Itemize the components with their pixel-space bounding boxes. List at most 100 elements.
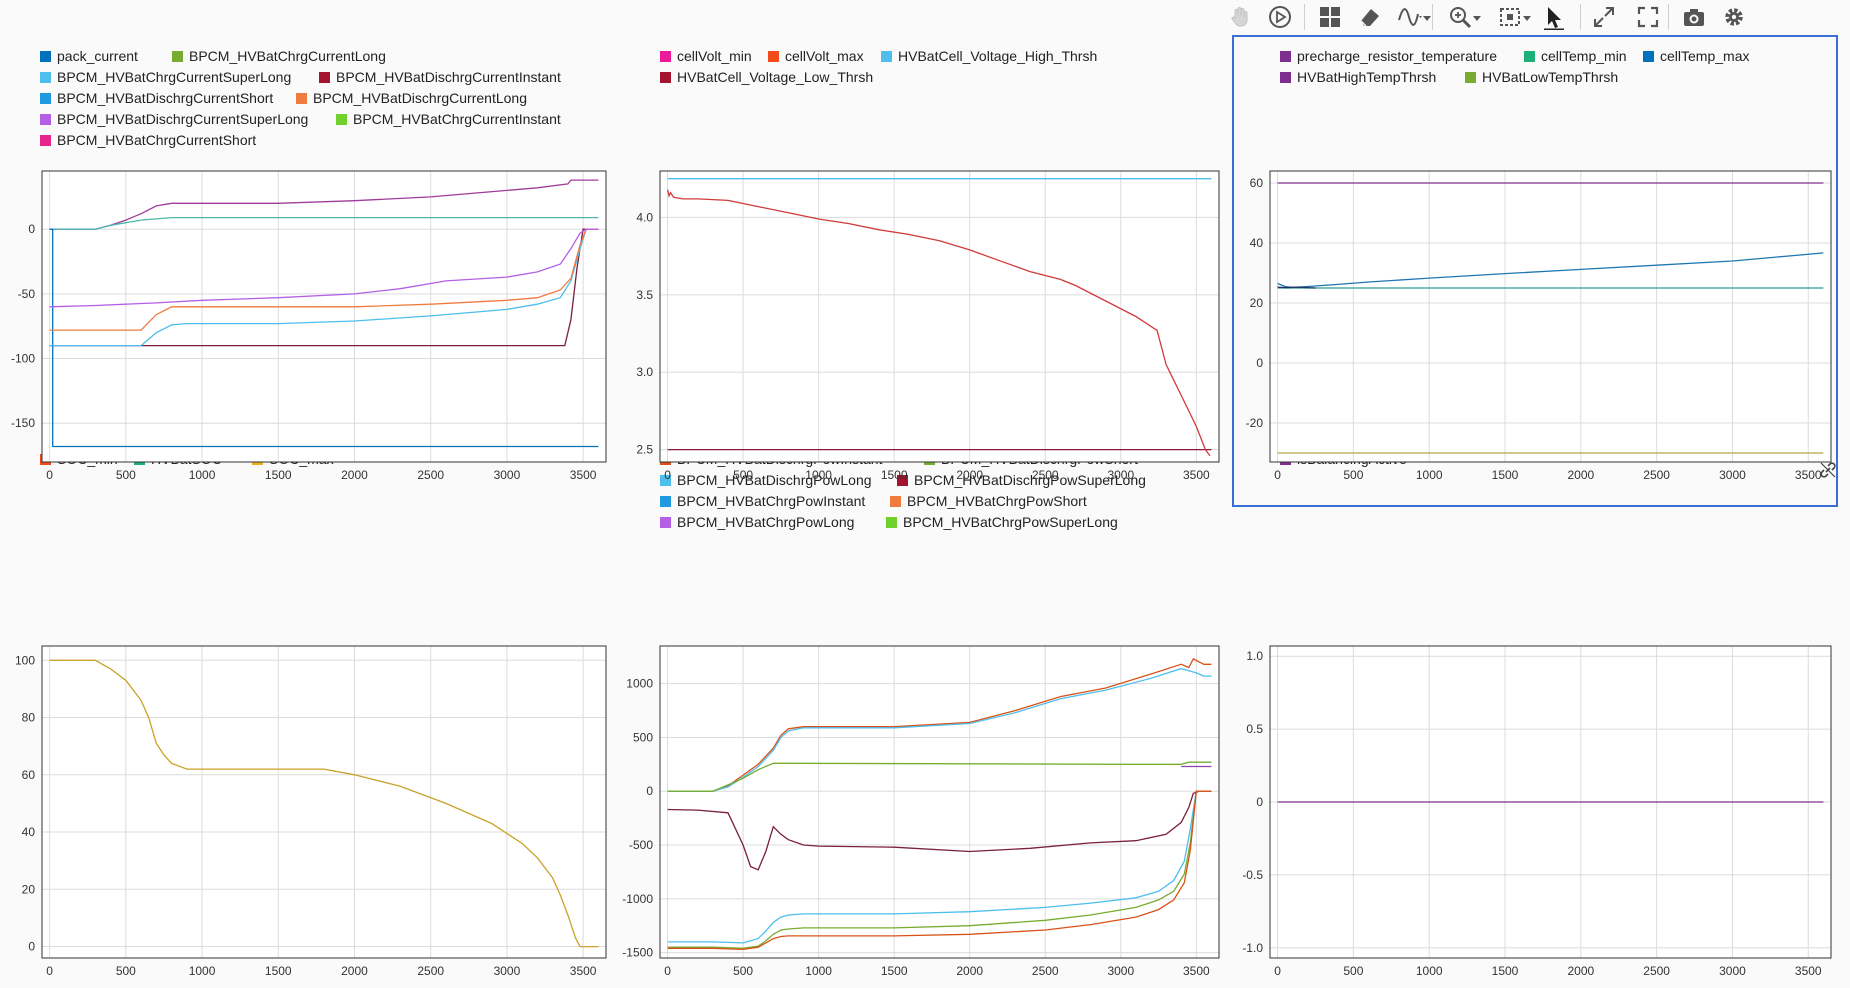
plot-power-limits[interactable]: 0 500 1000 1500 2000 2500 3000 3500 1000 500 0 -500… <box>620 640 1226 986</box>
x-tick-label: 3500 <box>1183 468 1210 482</box>
legend-item[interactable]: BPCM_HVBatChrgCurrentShort <box>40 131 256 149</box>
series-line-6[interactable] <box>49 228 599 308</box>
pan-icon[interactable] <box>1226 3 1254 31</box>
plot-balancing[interactable]: 0 500 1000 1500 2000 2500 3000 3500 1.0 0.5 0 -0.5 -… <box>1230 640 1840 986</box>
plot-area <box>42 171 606 462</box>
legend-item[interactable]: cellTemp_min <box>1524 47 1627 65</box>
legend-item[interactable]: HVBatHighTempThrsh <box>1280 68 1436 86</box>
legend-item[interactable]: BPCM_HVBatChrgCurrentSuperLong <box>40 68 291 86</box>
y-tick-label: -1000 <box>622 892 653 906</box>
x-tick-label: 2500 <box>417 964 444 978</box>
restore-view-icon[interactable] <box>1266 3 1294 31</box>
chevron-down-icon[interactable] <box>1422 3 1432 31</box>
plot-cell-voltage[interactable]: 0 500 1000 1500 2000 2500 3000 3500 4.0 3.5 3.0 2.5 <box>620 167 1226 489</box>
series-line-5[interactable] <box>667 790 1212 944</box>
series-line-7[interactable] <box>667 790 1212 951</box>
y-tick-label: 0.5 <box>1246 722 1263 736</box>
legend-item[interactable]: HVBatCell_Voltage_High_Thrsh <box>881 47 1097 65</box>
legend-item[interactable]: BPCM_HVBatDischrgCurrentInstant <box>319 68 561 86</box>
x-tick-label: 3500 <box>570 964 597 978</box>
legend-item[interactable]: HVBatLowTempThrsh <box>1465 68 1618 86</box>
legend-item[interactable]: BPCM_HVBatDischrgCurrentShort <box>40 89 273 107</box>
toolbar-separator <box>1432 4 1433 30</box>
series-line-0[interactable] <box>49 179 599 230</box>
x-tick-label: 2000 <box>341 468 368 482</box>
y-tick-label: 0 <box>646 784 653 798</box>
series-line-0[interactable] <box>49 659 599 948</box>
chevron-down-icon[interactable] <box>1522 3 1532 31</box>
settings-icon[interactable] <box>1720 3 1748 31</box>
plot-border <box>659 645 1220 959</box>
plot-soc[interactable]: 0 500 1000 1500 2000 2500 3000 3500 100 80 60 40 20 0 <box>0 640 612 986</box>
legend-label: cellTemp_min <box>1541 48 1627 64</box>
zoom-icon[interactable] <box>1446 3 1474 31</box>
y-tick-label: -1500 <box>622 946 653 960</box>
series-line-0[interactable] <box>667 658 1212 792</box>
fit-to-view-icon[interactable] <box>1496 3 1524 31</box>
x-tick-label: 1000 <box>1416 964 1443 978</box>
legend-item[interactable]: BPCM_HVBatDischrgCurrentLong <box>296 89 527 107</box>
series-line-2[interactable] <box>666 189 1211 457</box>
series-line-5[interactable] <box>49 228 599 331</box>
chevron-down-icon[interactable] <box>1472 3 1482 31</box>
plot-area <box>660 171 1219 462</box>
toolbar-separator <box>1580 4 1581 30</box>
x-tick-label: 1000 <box>189 468 216 482</box>
series-line-4[interactable] <box>1277 286 1316 289</box>
legend-item[interactable]: cellTemp_max <box>1643 47 1749 65</box>
cursor-icon[interactable] <box>1540 3 1568 31</box>
y-tick-label: 60 <box>1250 176 1264 190</box>
legend-swatch <box>296 93 307 104</box>
legend-swatch <box>40 51 51 62</box>
legend-item[interactable]: BPCM_HVBatChrgCurrentInstant <box>336 110 561 128</box>
y-tick-label: 100 <box>15 653 35 667</box>
x-tick-label: 0 <box>664 468 671 482</box>
series-line-4[interactable] <box>667 790 1212 871</box>
series-line-2[interactable] <box>49 228 599 448</box>
x-tick-label: 1000 <box>805 964 832 978</box>
legend-label: HVBatCell_Voltage_Low_Thrsh <box>677 69 874 85</box>
x-tick-label: 500 <box>1343 468 1363 482</box>
x-tick-label: 500 <box>116 964 136 978</box>
x-tick-label: 500 <box>1343 964 1363 978</box>
series-line-1[interactable] <box>49 216 599 230</box>
series-line-6[interactable] <box>667 790 1212 949</box>
legend-item[interactable]: BPCM_HVBatChrgPowLong <box>660 513 854 531</box>
legend-item[interactable]: cellVolt_min <box>660 47 752 65</box>
series-line-3[interactable] <box>49 228 599 347</box>
plot-cell-temperature[interactable]: 0 500 1000 1500 2000 2500 3000 3500 60 40 20 0 -20 <box>1230 167 1840 489</box>
legend-item[interactable]: BPCM_HVBatDischrgCurrentSuperLong <box>40 110 308 128</box>
series-line-4[interactable] <box>49 228 599 347</box>
signal-style-icon[interactable] <box>1396 3 1424 31</box>
fullscreen-icon[interactable] <box>1634 3 1662 31</box>
x-tick-label: 1500 <box>265 468 292 482</box>
legend-item[interactable]: HVBatCell_Voltage_Low_Thrsh <box>660 68 873 86</box>
x-tick-label: 1500 <box>1492 468 1519 482</box>
series-line-2[interactable] <box>667 761 1212 792</box>
y-tick-label: -500 <box>629 838 653 852</box>
series-line-1[interactable] <box>667 667 1212 792</box>
legend-swatch <box>40 135 51 146</box>
expand-icon[interactable] <box>1590 3 1618 31</box>
legend-item[interactable]: precharge_resistor_temperature <box>1280 47 1497 65</box>
legend-label: BPCM_HVBatChrgPowSuperLong <box>903 514 1118 530</box>
legend-item[interactable]: pack_current <box>40 47 138 65</box>
legend-item[interactable]: BPCM_HVBatChrgPowShort <box>890 492 1087 510</box>
clear-icon[interactable] <box>1356 3 1384 31</box>
legend-item[interactable]: BPCM_HVBatChrgCurrentLong <box>172 47 386 65</box>
legend-item[interactable]: BPCM_HVBatChrgPowInstant <box>660 492 865 510</box>
plot-pack-current[interactable]: 0 500 1000 1500 2000 2500 3000 3500 0 -50 -100 -150 <box>0 167 612 489</box>
x-tick-label: 2000 <box>1567 964 1594 978</box>
x-tick-label: 3000 <box>494 468 521 482</box>
x-tick-label: 1000 <box>805 468 832 482</box>
legend-item[interactable]: BPCM_HVBatChrgPowSuperLong <box>886 513 1118 531</box>
snapshot-icon[interactable] <box>1680 3 1708 31</box>
legend-item[interactable]: BPCM_HVBatDischrgPowLong <box>660 471 872 489</box>
link-icon[interactable] <box>1818 460 1838 480</box>
legend-label: BPCM_HVBatDischrgCurrentLong <box>313 90 527 106</box>
y-tick-label: -0.5 <box>1242 868 1263 882</box>
legend-item[interactable]: cellVolt_max <box>768 47 864 65</box>
x-tick-label: 500 <box>733 964 753 978</box>
legend-item[interactable]: BPCM_HVBatDischrgPowSuperLong <box>897 471 1146 489</box>
subplot-layout-icon[interactable] <box>1316 3 1344 31</box>
